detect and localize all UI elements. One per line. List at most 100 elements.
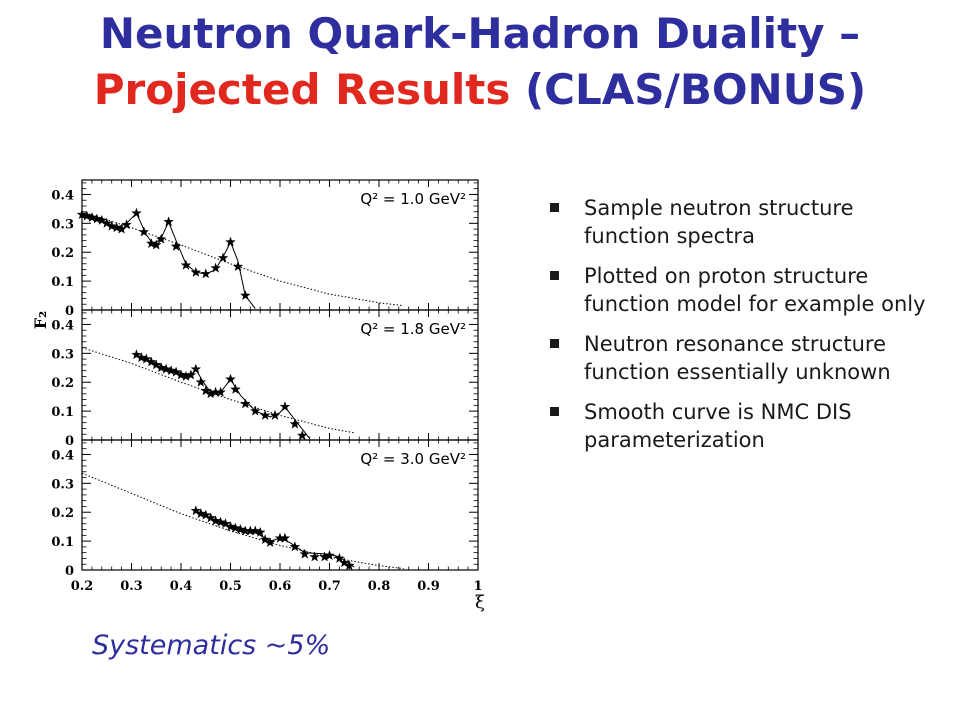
data-point-star: [289, 418, 301, 429]
data-point-star: [185, 369, 197, 380]
data-point-star: [279, 401, 291, 412]
data-point-star: [225, 521, 236, 532]
data-point-star: [170, 366, 182, 377]
data-point-star: [200, 509, 212, 520]
data-point-star: [215, 386, 226, 397]
y-tick-label: 0.3: [51, 477, 74, 492]
data-point-star: [195, 376, 207, 387]
data-point-star: [155, 233, 167, 244]
bullet-square-icon: [550, 203, 559, 212]
data-point-star: [106, 220, 118, 231]
data-point-star: [296, 430, 308, 441]
bullet-square-icon: [550, 271, 559, 280]
x-tick-label: 0.3: [120, 579, 143, 594]
y-tick-label: 0.3: [51, 217, 74, 232]
data-point-star: [136, 352, 147, 363]
x-tick-label: 0.5: [219, 579, 242, 594]
bullet-text: Neutron resonance structure function ess…: [584, 332, 891, 384]
y-tick-label: 0.2: [51, 376, 74, 391]
data-point-star: [230, 383, 241, 395]
data-point-star: [240, 398, 251, 409]
bullet-list: Sample neutron structure function spectr…: [550, 194, 930, 466]
data-point-star: [96, 214, 108, 226]
x-tick-label: 0.6: [269, 579, 292, 594]
x-axis-title: ξ: [475, 592, 485, 613]
nmc-dis-curve: [81, 472, 404, 570]
data-point-star: [141, 353, 152, 364]
bullet-item: Neutron resonance structure function ess…: [550, 330, 930, 386]
data-point-star: [259, 409, 271, 421]
x-tick-label: 0.8: [368, 579, 391, 594]
y-tick-label: 0.2: [51, 246, 74, 261]
data-point-star: [339, 557, 350, 568]
bullet-item: Sample neutron structure function spectr…: [550, 194, 930, 250]
y-tick-label: 0.1: [51, 405, 74, 420]
systematics-note: Systematics ~5%: [92, 630, 331, 661]
data-point-star: [249, 525, 261, 536]
data-point-star: [131, 349, 142, 360]
data-point-star: [343, 560, 355, 571]
y-tick-label: 0: [65, 564, 74, 579]
resonance-fit-curve: [81, 212, 256, 309]
panel-q2-label: Q² = 1.0 GeV²: [360, 190, 466, 208]
bullet-square-icon: [550, 339, 559, 348]
data-point-star: [279, 532, 291, 543]
y-axis-title: F₂: [31, 311, 50, 329]
data-point-star: [163, 216, 174, 227]
data-point-star: [160, 363, 172, 374]
data-point-star: [220, 518, 231, 529]
data-point-star: [180, 259, 192, 270]
data-point-star: [289, 541, 301, 552]
f2-chart: 0 0.1 0.2 0.3 0.4 Q² = 1.0 GeV² 0 0.1 0.2 0.3 0.4 Q…: [31, 179, 485, 613]
data-point-star: [145, 356, 157, 367]
y-tick-label: 0.2: [51, 506, 74, 521]
data-point-star: [210, 262, 221, 273]
data-point-star: [190, 505, 202, 516]
bullet-text: Plotted on proton structure function mod…: [584, 264, 926, 316]
title-main: Neutron Quark-Hadron Duality –: [99, 9, 861, 58]
data-point-star: [91, 213, 103, 224]
data-point-star: [190, 363, 202, 374]
data-point-star: [150, 239, 162, 250]
title-highlight: Projected Results: [93, 65, 511, 114]
data-point-star: [225, 236, 236, 247]
data-point-star: [165, 365, 177, 376]
data-point-star: [205, 512, 217, 523]
title-line-2: Projected Results (CLAS/BONUS): [0, 62, 960, 118]
nmc-dis-curve: [81, 211, 404, 307]
title-line-1: Neutron Quark-Hadron Duality –: [0, 6, 960, 62]
data-point-star: [170, 240, 182, 252]
data-point-star: [334, 552, 345, 564]
slide-title: Neutron Quark-Hadron Duality – Projected…: [0, 6, 960, 118]
panel-q2-label: Q² = 3.0 GeV²: [360, 450, 466, 468]
title-suffix: (CLAS/BONUS): [524, 65, 867, 114]
y-tick-label: 0.4: [51, 188, 74, 203]
bullet-text: Smooth curve is NMC DIS parameterization: [584, 400, 852, 452]
data-point-star: [217, 252, 229, 263]
data-point-star: [195, 508, 207, 519]
x-tick-label: 0.9: [417, 579, 440, 594]
data-point-star: [225, 373, 236, 384]
x-tick-label: 0.2: [71, 579, 94, 594]
data-point-star: [175, 369, 187, 380]
x-tick-label: 1: [473, 579, 482, 594]
y-tick-label: 0: [65, 434, 74, 449]
data-point-star: [145, 238, 157, 249]
bullet-text: Sample neutron structure function spectr…: [584, 196, 854, 248]
data-point-star: [230, 522, 241, 533]
x-tick-label: 0.7: [318, 579, 341, 594]
y-tick-label: 0.3: [51, 347, 74, 362]
panel-q2-label: Q² = 1.8 GeV²: [360, 320, 466, 338]
data-point-star: [150, 359, 162, 370]
data-point-star: [299, 548, 311, 559]
bullet-item: Plotted on proton structure function mod…: [550, 262, 930, 318]
y-tick-label: 0: [65, 304, 74, 319]
y-tick-label: 0.1: [51, 535, 74, 550]
data-point-star: [101, 217, 113, 228]
data-point-star: [254, 526, 266, 538]
data-point-star: [210, 515, 221, 526]
bullet-square-icon: [550, 407, 559, 416]
data-point-star: [76, 209, 88, 220]
data-point-star: [86, 212, 98, 223]
data-point-star: [324, 550, 335, 561]
